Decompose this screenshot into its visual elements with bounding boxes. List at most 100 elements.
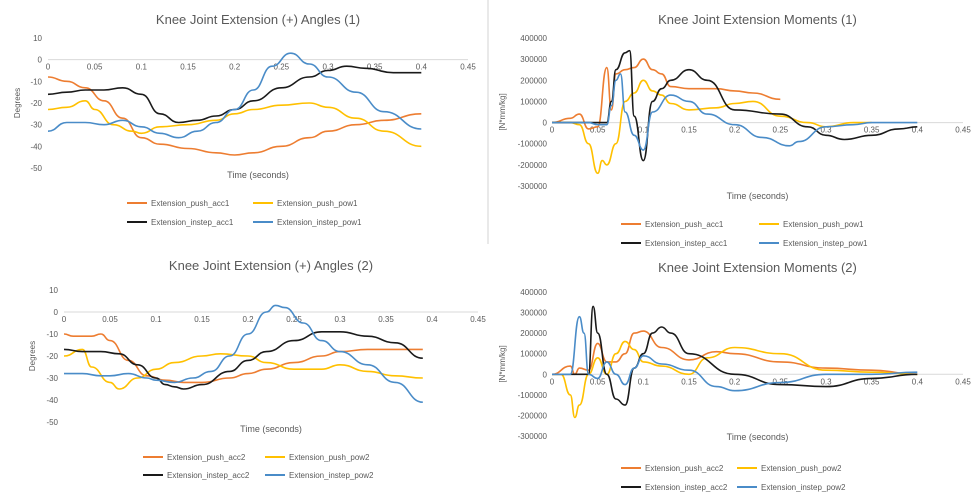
y-tick-label: -10 bbox=[46, 330, 58, 339]
series-line-Extension_push_acc1 bbox=[47, 76, 422, 156]
y-tick-label: -10 bbox=[30, 77, 42, 86]
x-axis-title: Time (seconds) bbox=[727, 191, 789, 201]
chart-svg: Knee Joint Extension Moments (1) 400000 30… bbox=[498, 12, 971, 248]
x-tick-label: 0.25 bbox=[773, 126, 789, 135]
x-tick-label: 0.15 bbox=[681, 377, 697, 386]
x-axis-title: Time (seconds) bbox=[727, 432, 789, 442]
y-tick-label: -40 bbox=[30, 142, 42, 151]
x-tick-label: 0.05 bbox=[590, 126, 606, 135]
chart-title: Knee Joint Extension (+) Angles (2) bbox=[169, 258, 373, 273]
series-line-Extension_instep_pow1 bbox=[47, 52, 422, 139]
x-axis-title: Time (seconds) bbox=[227, 170, 289, 180]
y-tick-label: 200000 bbox=[520, 329, 547, 338]
y-tick-label: -20 bbox=[46, 352, 58, 361]
legend-label: Extension_push_acc2 bbox=[167, 453, 246, 462]
x-tick-label: 0 bbox=[62, 315, 67, 324]
chart-panel-moments-2: Knee Joint Extension Moments (2) 400000 30… bbox=[489, 250, 980, 498]
legend-label: Extension_instep_acc1 bbox=[645, 239, 728, 248]
legend-label: Extension_instep_pow2 bbox=[289, 471, 374, 480]
chart-svg: Knee Joint Extension Moments (2) 400000 30… bbox=[498, 260, 971, 492]
x-tick-label: 0.2 bbox=[729, 377, 741, 386]
y-tick-label: 0 bbox=[543, 119, 548, 128]
series-line-Extension_push_acc2 bbox=[551, 330, 918, 376]
y-tick-label: 300000 bbox=[520, 55, 547, 64]
y-tick-label: 100000 bbox=[520, 350, 547, 359]
x-tick-label: 0.35 bbox=[378, 315, 394, 324]
x-tick-label: 0.15 bbox=[194, 315, 210, 324]
series-line-Extension_instep_acc2 bbox=[63, 331, 423, 390]
y-tick-label: -300000 bbox=[518, 432, 548, 441]
x-tick-label: 0.2 bbox=[242, 315, 254, 324]
x-tick-label: 0.1 bbox=[638, 126, 650, 135]
y-tick-label: -20 bbox=[30, 99, 42, 108]
legend-label: Extension_push_acc2 bbox=[645, 464, 724, 473]
x-tick-label: 0.05 bbox=[590, 377, 606, 386]
x-tick-label: 0.2 bbox=[229, 63, 241, 72]
series-line-Extension_push_acc1 bbox=[551, 58, 781, 130]
x-tick-label: 0.45 bbox=[955, 377, 971, 386]
x-tick-label: 0.15 bbox=[681, 126, 697, 135]
x-tick-label: 0.3 bbox=[322, 63, 334, 72]
x-axis-title: Time (seconds) bbox=[240, 424, 302, 434]
legend-label: Extension_instep_acc1 bbox=[151, 218, 234, 227]
x-tick-label: 0 bbox=[550, 126, 555, 135]
y-tick-label: -30 bbox=[30, 121, 42, 130]
y-tick-label: 10 bbox=[33, 34, 42, 43]
x-tick-label: 0.4 bbox=[416, 63, 428, 72]
y-tick-label: -50 bbox=[30, 164, 42, 173]
y-axis-title: [N*mm/kg] bbox=[498, 93, 507, 130]
x-tick-label: 0.15 bbox=[180, 63, 196, 72]
y-tick-label: -40 bbox=[46, 396, 58, 405]
series-line-Extension_push_pow1 bbox=[47, 100, 422, 148]
y-tick-label: -100000 bbox=[518, 391, 548, 400]
chart-panel-angles-1: Knee Joint Extension (+) Angles (1) 10 0 -1… bbox=[0, 0, 489, 244]
y-axis-title: [N*mm/kg] bbox=[498, 345, 507, 382]
chart-title: Knee Joint Extension (+) Angles (1) bbox=[156, 12, 360, 27]
x-tick-label: 0.45 bbox=[470, 315, 486, 324]
x-tick-label: 0.2 bbox=[729, 126, 741, 135]
chart-panel-angles-2: Knee Joint Extension (+) Angles (2) 10 0 -1… bbox=[0, 250, 489, 498]
legend-label: Extension_instep_pow2 bbox=[761, 483, 846, 492]
y-axis-title: Degrees bbox=[13, 88, 22, 118]
y-tick-label: -50 bbox=[46, 418, 58, 427]
series-line-Extension_push_pow2 bbox=[552, 340, 918, 419]
x-tick-label: 0.45 bbox=[460, 63, 476, 72]
series-line-Extension_instep_acc1 bbox=[552, 49, 918, 162]
y-tick-label: -100000 bbox=[518, 140, 548, 149]
y-tick-label: -200000 bbox=[518, 161, 548, 170]
legend-label: Extension_push_acc1 bbox=[151, 199, 230, 208]
legend-label: Extension_instep_acc2 bbox=[645, 483, 728, 492]
y-tick-label: 10 bbox=[49, 286, 58, 295]
panel-divider bbox=[487, 0, 489, 244]
x-tick-label: 0.05 bbox=[102, 315, 118, 324]
y-tick-label: 0 bbox=[543, 370, 548, 379]
y-tick-label: -30 bbox=[46, 374, 58, 383]
legend-label: Extension_push_pow2 bbox=[761, 464, 842, 473]
x-tick-label: 0.3 bbox=[820, 126, 832, 135]
legend-label: Extension_instep_acc2 bbox=[167, 471, 250, 480]
y-tick-label: 0 bbox=[38, 56, 43, 65]
y-axis-title: Degrees bbox=[28, 341, 37, 371]
x-tick-label: 0.1 bbox=[136, 63, 148, 72]
x-tick-label: 0 bbox=[550, 377, 555, 386]
series-line-Extension_push_pow2 bbox=[63, 348, 423, 390]
chart-title: Knee Joint Extension Moments (1) bbox=[658, 12, 857, 27]
x-tick-label: 0.4 bbox=[426, 315, 438, 324]
y-tick-label: 0 bbox=[54, 308, 59, 317]
series-line-Extension_instep_pow2 bbox=[552, 315, 918, 392]
x-tick-label: 0.45 bbox=[955, 126, 971, 135]
y-tick-label: -200000 bbox=[518, 411, 548, 420]
x-tick-label: 0.35 bbox=[864, 377, 880, 386]
x-tick-label: 0.4 bbox=[912, 377, 924, 386]
chart-svg: Knee Joint Extension (+) Angles (1) 10 0 -1… bbox=[13, 12, 476, 227]
x-tick-label: 0.1 bbox=[638, 377, 650, 386]
y-tick-label: 400000 bbox=[520, 288, 547, 297]
legend-label: Extension_instep_pow1 bbox=[783, 239, 868, 248]
y-tick-label: 100000 bbox=[520, 97, 547, 106]
y-tick-label: 200000 bbox=[520, 76, 547, 85]
series-line-Extension_instep_pow1 bbox=[552, 73, 918, 151]
chart-panel-moments-1: Knee Joint Extension Moments (1) 400000 30… bbox=[489, 0, 980, 250]
x-tick-label: 0.25 bbox=[286, 315, 302, 324]
chart-svg: Knee Joint Extension (+) Angles (2) 10 0 -1… bbox=[28, 258, 486, 480]
legend-label: Extension_push_pow2 bbox=[289, 453, 370, 462]
